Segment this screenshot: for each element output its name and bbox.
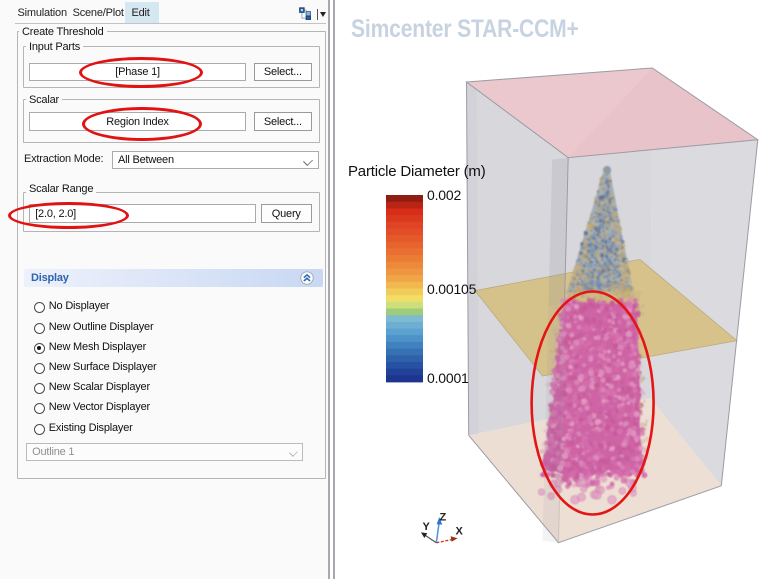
svg-text:Y: Y <box>423 521 431 533</box>
svg-text:Z: Z <box>440 512 447 524</box>
svg-text:0.00105: 0.00105 <box>427 281 477 297</box>
svg-text:0.0001: 0.0001 <box>427 370 469 386</box>
svg-text:0.002: 0.002 <box>427 187 461 203</box>
svg-text:X: X <box>456 526 464 538</box>
svg-text:Particle Diameter (m): Particle Diameter (m) <box>348 163 486 180</box>
